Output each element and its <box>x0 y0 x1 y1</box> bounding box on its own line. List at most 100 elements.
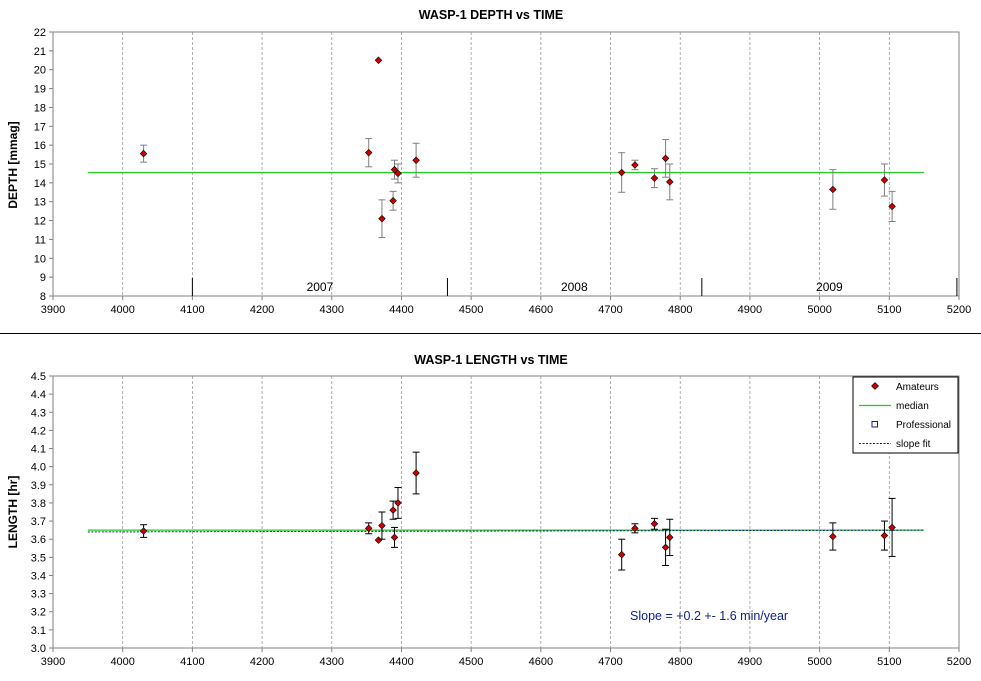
depth-data-point <box>661 138 670 178</box>
length-chart-title: WASP-1 LENGTH vs TIME <box>414 353 568 367</box>
length-diamond-marker <box>888 523 896 532</box>
depth-y-tick-label: 19 <box>34 84 46 96</box>
depth-data-point <box>666 163 674 201</box>
length-data-point <box>829 522 837 551</box>
depth-y-tick-label: 11 <box>35 234 46 246</box>
length-x-tick-label: 4000 <box>110 656 134 668</box>
length-diamond-marker <box>617 550 626 559</box>
length-y-tick-label: 3.4 <box>31 570 46 582</box>
length-y-ticks: 3.0 3.1 3.2 3.3 3.4 3.5 3.6 3.7 3.8 3.9 4.0 4.1 4.2 4… <box>31 371 53 655</box>
depth-x-ticks: 3900 4000 4100 4200 4300 4400 4500 4600 4700 4800… <box>41 296 971 316</box>
depth-diamond-marker <box>880 176 889 184</box>
length-diamond-marker <box>631 524 639 533</box>
length-diamond-marker <box>390 533 399 542</box>
length-data-point <box>661 528 670 566</box>
length-x-tick-label: 5000 <box>807 656 831 668</box>
depth-y-tick-label: 18 <box>34 102 46 114</box>
depth-data-point <box>650 168 659 189</box>
legend-item-slope-fit: slope fit <box>859 439 931 450</box>
length-x-tick-label: 4400 <box>389 656 413 668</box>
depth-data-point <box>617 152 626 193</box>
legend-item-professional: Professional <box>871 420 951 431</box>
depth-diamond-marker <box>374 56 383 65</box>
length-data-point <box>666 518 674 557</box>
length-diamond-marker <box>650 520 659 528</box>
length-y-tick-label: 4.4 <box>31 389 46 401</box>
legend-label-amateurs: Amateurs <box>896 382 939 393</box>
length-y-axis-label: LENGTH [hr] <box>6 476 20 549</box>
depth-data-point <box>412 142 420 178</box>
legend-square-symbol <box>871 421 878 428</box>
depth-data-point <box>389 190 397 211</box>
depth-year-markers: 2007 2008 2009 <box>191 278 958 296</box>
length-x-tick-label: 4100 <box>180 656 204 668</box>
length-x-tick-label: 5200 <box>947 656 971 668</box>
length-x-tick-label: 4200 <box>250 656 274 668</box>
length-y-tick-label: 3.0 <box>31 643 46 655</box>
length-y-tick-label: 4.3 <box>31 407 46 419</box>
length-x-ticks: 3900 4000 4100 4200 4300 4400 4500 4600 4700 4800… <box>41 648 971 668</box>
depth-x-tick-label: 4100 <box>180 304 204 316</box>
depth-data-point <box>394 163 402 184</box>
length-data-point <box>888 497 896 557</box>
depth-y-tick-label: 22 <box>34 27 46 39</box>
depth-y-tick-label: 17 <box>34 121 46 133</box>
length-y-tick-label: 4.5 <box>31 371 46 383</box>
length-y-tick-label: 3.2 <box>31 607 46 619</box>
depth-y-tick-label: 15 <box>34 159 46 171</box>
year-label-2007: 2007 <box>307 280 334 294</box>
depth-data-point <box>888 190 896 223</box>
legend-label-slope-fit: slope fit <box>896 439 931 450</box>
depth-y-axis-label: DEPTH [mmag] <box>6 121 20 208</box>
length-data-point <box>389 500 397 520</box>
length-y-tick-label: 3.1 <box>31 625 46 637</box>
length-y-tick-label: 3.3 <box>31 589 46 601</box>
depth-diamond-marker <box>650 174 659 182</box>
length-x-tick-label: 4900 <box>738 656 762 668</box>
slope-fit-line <box>87 529 925 533</box>
depth-x-tick-label: 4000 <box>110 304 134 316</box>
length-diamond-marker <box>880 531 889 540</box>
length-y-tick-label: 3.5 <box>31 552 46 564</box>
length-data-point <box>650 517 659 530</box>
depth-diamond-marker <box>617 168 626 177</box>
length-data-point <box>364 522 373 535</box>
depth-diamond-marker <box>364 148 373 157</box>
depth-x-tick-label: 4600 <box>529 304 553 316</box>
depth-diamond-marker <box>378 214 386 223</box>
depth-data-point <box>364 138 373 168</box>
length-data-point <box>880 520 889 551</box>
depth-data-point <box>139 144 148 163</box>
depth-data-point <box>378 199 386 239</box>
depth-y-ticks: 8 9 10 11 12 13 14 15 16 17 18 19 20 21 22 <box>34 27 53 303</box>
depth-x-tick-label: 4300 <box>320 304 344 316</box>
length-diamond-marker <box>364 524 373 533</box>
length-diamond-marker <box>666 533 674 542</box>
depth-y-tick-label: 13 <box>34 197 46 209</box>
legend-label-median: median <box>896 401 929 412</box>
depth-diamond-marker <box>631 161 639 169</box>
length-y-tick-label: 3.7 <box>31 516 46 528</box>
depth-diamond-marker <box>139 149 148 158</box>
year-label-2008: 2008 <box>561 280 588 294</box>
depth-chart-title: WASP-1 DEPTH vs TIME <box>419 8 563 22</box>
depth-data-point <box>374 56 383 65</box>
depth-data-point <box>631 159 639 171</box>
length-data-point <box>412 451 420 495</box>
length-data-points <box>139 451 896 571</box>
depth-x-tick-label: 4800 <box>668 304 692 316</box>
length-slope-fit-layer <box>87 529 925 533</box>
length-y-tick-label: 4.0 <box>31 462 46 474</box>
depth-y-tick-label: 10 <box>34 253 46 265</box>
depth-diamond-marker <box>390 165 399 174</box>
length-diamond-marker <box>378 521 386 530</box>
length-x-tick-label: 4600 <box>529 656 553 668</box>
slope-annotation: Slope = +0.2 +- 1.6 min/year <box>630 609 788 623</box>
depth-x-tick-label: 5000 <box>807 304 831 316</box>
length-diamond-marker <box>389 506 397 514</box>
length-data-point <box>139 524 148 538</box>
length-data-point <box>378 511 386 540</box>
legend-label-professional: Professional <box>896 420 951 431</box>
length-diamond-marker <box>661 543 670 552</box>
